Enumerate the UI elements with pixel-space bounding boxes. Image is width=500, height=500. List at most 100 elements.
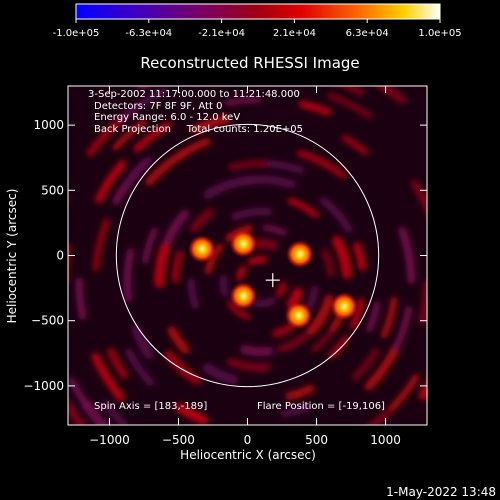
sidelobe-arc [226, 357, 271, 372]
sidelobe-arc [298, 100, 332, 116]
y-tick-label: 500 [41, 183, 64, 197]
sidelobe-arc [137, 86, 149, 90]
sidelobe-arc [471, 289, 475, 323]
sidelobe-arc [275, 281, 287, 298]
sidelobe-arc [124, 155, 153, 187]
y-tick-label: 0 [56, 249, 64, 263]
sidelobe-arc [335, 448, 369, 465]
bright-source [330, 292, 359, 321]
chart-title: Reconstructed RHESSI Image [140, 54, 359, 72]
sidelobe-arc [216, 441, 240, 446]
bright-sources [187, 229, 359, 330]
colorbar [75, 3, 441, 20]
sidelobe-arc [280, 403, 311, 418]
sidelobe-arc [410, 179, 427, 217]
colorbar-tick-label: 1.0e+05 [418, 28, 461, 39]
sidelobe-arc [296, 149, 347, 179]
sidelobe-arc [262, 224, 287, 236]
sidelobe-arc [175, 402, 209, 425]
bright-source [284, 301, 313, 330]
sidelobe-arc [202, 363, 239, 385]
colorbar-ticks: -1.0e+05 -6.3e+04 -2.1e+04 2.1e+04 6.3e+04 1.… [53, 19, 462, 39]
sidelobe-arc [341, 134, 369, 156]
sidelobe-arc [190, 115, 230, 134]
footer-timestamp: 1-May-2022 13:48 [386, 485, 496, 499]
sidelobe-arc [388, 373, 420, 412]
x-tick-label: −500 [162, 433, 195, 447]
x-tick-label: 500 [305, 433, 328, 447]
sidelobe-arc [112, 119, 147, 151]
sidelobe-arc [398, 226, 416, 284]
sidelobe-arc [251, 238, 279, 251]
x-tick-label: 1000 [370, 433, 401, 447]
sidelobe-arc [438, 134, 458, 162]
sidelobe-arc [327, 335, 350, 360]
sidelobe-arc [287, 197, 319, 219]
sidelobe-arc [380, 296, 398, 339]
sidelobe-arc [119, 87, 169, 123]
sidelobe-arc [107, 347, 129, 379]
sidelobe-arc [239, 345, 274, 357]
sidelobe-arc [141, 227, 159, 264]
sidelobe-arc [353, 242, 367, 271]
sidelobe-arc [418, 380, 427, 401]
y-axis: −1000 −500 0 500 1000 [23, 118, 427, 393]
sidelobe-arc [349, 297, 365, 330]
method-counts-text: Back Projection Total counts: 1.20E+05 [94, 124, 303, 135]
sidelobe-arc [68, 377, 92, 412]
sidelobe-arc [204, 471, 246, 479]
sidelobe-arc [311, 332, 332, 353]
sidelobe-arc [443, 357, 462, 396]
sidelobe-arc [224, 96, 262, 106]
sidelobe-arc [123, 247, 135, 303]
sidelobe-arc [375, 86, 407, 104]
colorbar-tick-label: -2.1e+04 [198, 28, 245, 39]
x-tick-label: −1000 [89, 433, 130, 447]
sidelobe-arc [244, 175, 296, 189]
bright-source [229, 229, 258, 258]
solar-limb-circle [115, 123, 380, 388]
sidelobe-arc [163, 209, 190, 246]
sidelobe-arc [491, 269, 492, 299]
sidelobe-arc [252, 297, 276, 308]
bright-source [187, 234, 216, 263]
sidelobe-arc [68, 195, 69, 199]
plot-area [68, 86, 492, 498]
sidelobe-arc [277, 332, 310, 353]
bright-source [229, 281, 258, 310]
colorbar-tick-label: 6.3e+04 [346, 28, 389, 39]
sidelobe-arc [439, 241, 443, 266]
detectors-text: Detectors: 7F 8F 9F, Att 0 [94, 101, 222, 112]
sidelobe-arc [321, 249, 335, 278]
sidelobe-arc [236, 265, 247, 281]
flare-position-text: Flare Position = [-19,106] [257, 401, 385, 412]
sidelobe-arc [364, 347, 399, 391]
annotation-block: 3-Sep-2002 11:17:00.000 to 11:21:48.000 … [88, 89, 385, 412]
sidelobe-arc [187, 277, 200, 310]
sidelobe-arc [95, 159, 127, 204]
sidelobe-arc [180, 137, 211, 157]
spin-axis-text: Spin Axis = [183,-189] [94, 401, 207, 412]
sidelobe-arc [133, 121, 172, 153]
sidelobe-arc [125, 348, 155, 387]
sidelobe-arc [332, 236, 352, 279]
sidelobe-arc [189, 208, 215, 233]
sidelobe-arc [319, 196, 353, 234]
colorbar-tick-label: -1.0e+05 [53, 28, 100, 39]
y-tick-label: −1000 [23, 379, 64, 393]
sidelobe-arc [247, 256, 268, 266]
sidelobe-arc [171, 250, 184, 284]
sidelobe-arc [266, 160, 305, 175]
sidelobe-arc [219, 274, 229, 298]
sidelobe-arc [91, 352, 126, 402]
spin-axis-marker [265, 273, 280, 288]
sidelobe-arc [204, 243, 224, 275]
sidelobe-arc [446, 327, 454, 354]
x-axis: −1000 −500 0 500 1000 [89, 86, 401, 447]
sidelobe-arc [340, 486, 367, 498]
colorbar-tick-label: -6.3e+04 [125, 28, 172, 39]
sidelobe-arc [131, 324, 154, 360]
y-tick-label: 1000 [33, 118, 64, 132]
bright-source [285, 240, 314, 269]
